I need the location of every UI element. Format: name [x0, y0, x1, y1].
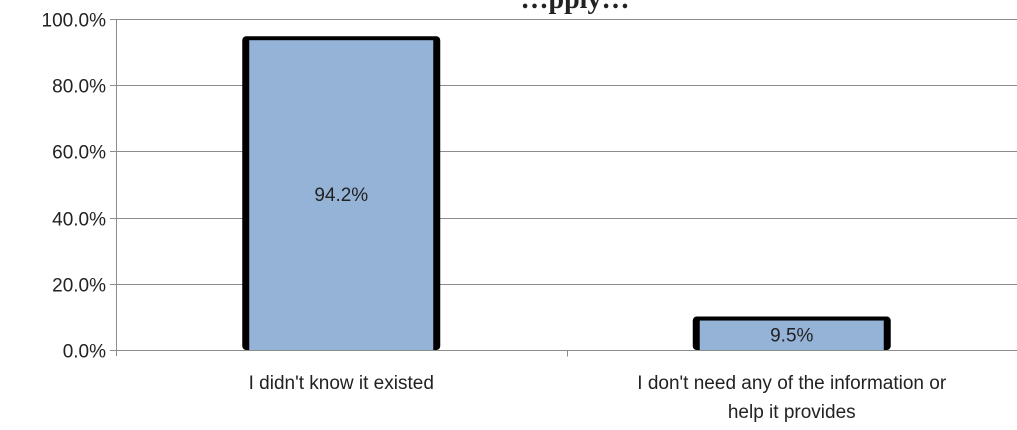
y-tick-label: 100.0% [42, 11, 107, 32]
y-tick-label: 0.0% [63, 342, 106, 363]
y-tick-label: 80.0% [52, 77, 106, 98]
data-label: 9.5% [770, 325, 813, 346]
bar [699, 320, 884, 350]
bars [242, 36, 891, 350]
category-label: help it provides [728, 402, 856, 423]
category-label: I don't need any of the information or [637, 373, 947, 394]
x-axis-category-labels: I didn't know it existed I don't need any… [249, 373, 947, 423]
bar [249, 40, 434, 350]
y-tick-label: 20.0% [52, 276, 106, 297]
y-tick-label: 60.0% [52, 143, 106, 164]
category-label: I didn't know it existed [249, 373, 434, 394]
data-labels: 94.2% 9.5% [314, 185, 813, 346]
y-axis-tick-labels: 0.0% 20.0% 40.0% 60.0% 80.0% 100.0% [42, 11, 107, 363]
y-tick-label: 40.0% [52, 210, 106, 231]
chart-title: …pply… [521, 0, 630, 15]
data-label: 94.2% [314, 185, 368, 206]
axes [110, 19, 1017, 357]
